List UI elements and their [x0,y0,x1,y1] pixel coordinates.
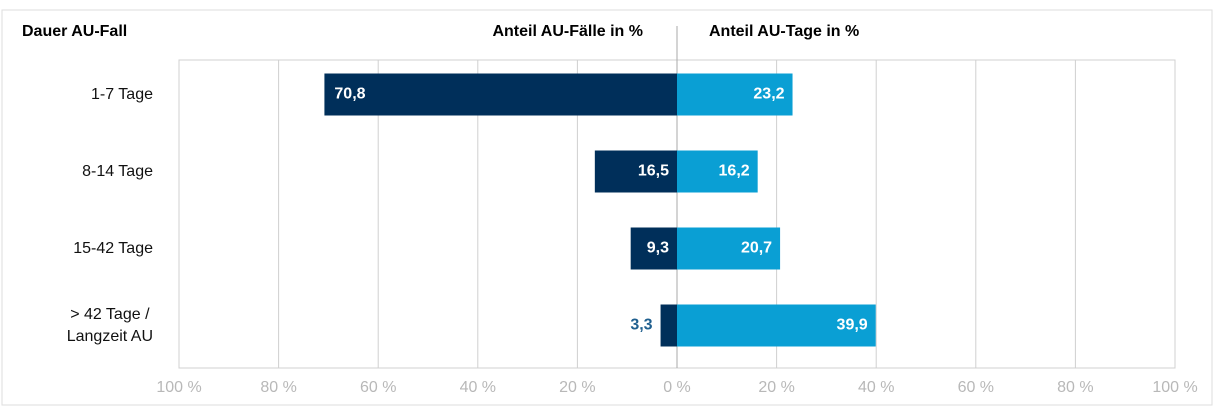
x-tick-label: 60 % [360,379,396,396]
legend-label: Anteil AU-Tage in % [709,23,859,40]
value-label: 70,8 [334,86,365,103]
x-tick-label: 20 % [559,379,595,396]
bar [677,73,793,116]
x-tick-label: 100 % [1152,379,1197,396]
value-label: 20,7 [741,240,772,257]
value-label: 39,9 [837,317,868,334]
value-label: 9,3 [647,240,669,257]
category-header: Dauer AU-Fall [22,23,127,40]
bar [630,227,677,270]
value-label: 16,2 [719,163,750,180]
x-tick-label: 60 % [958,379,994,396]
bar [324,73,677,116]
category-label: > 42 Tage / Langzeit AU [66,305,153,345]
bar [660,304,677,347]
bar [677,150,758,193]
bar [677,227,781,270]
legend-label: Anteil AU-Fälle in % [492,23,643,40]
x-tick-label: 40 % [460,379,496,396]
category-label: 15-42 Tage [73,239,153,257]
x-tick-label: 80 % [1057,379,1093,396]
category-label: 8-14 Tage [82,162,153,180]
value-label: 23,2 [753,86,784,103]
value-label: 3,3 [630,317,652,334]
bar [594,150,677,193]
x-tick-label: 0 % [663,379,691,396]
x-tick-label: 100 % [156,379,201,396]
x-tick-label: 40 % [858,379,894,396]
frame [1,9,1213,406]
x-tick-label: 80 % [260,379,296,396]
category-label: 1-7 Tage [91,85,153,103]
x-tick-label: 20 % [758,379,794,396]
value-label: 16,5 [638,163,669,180]
bar [677,304,876,347]
